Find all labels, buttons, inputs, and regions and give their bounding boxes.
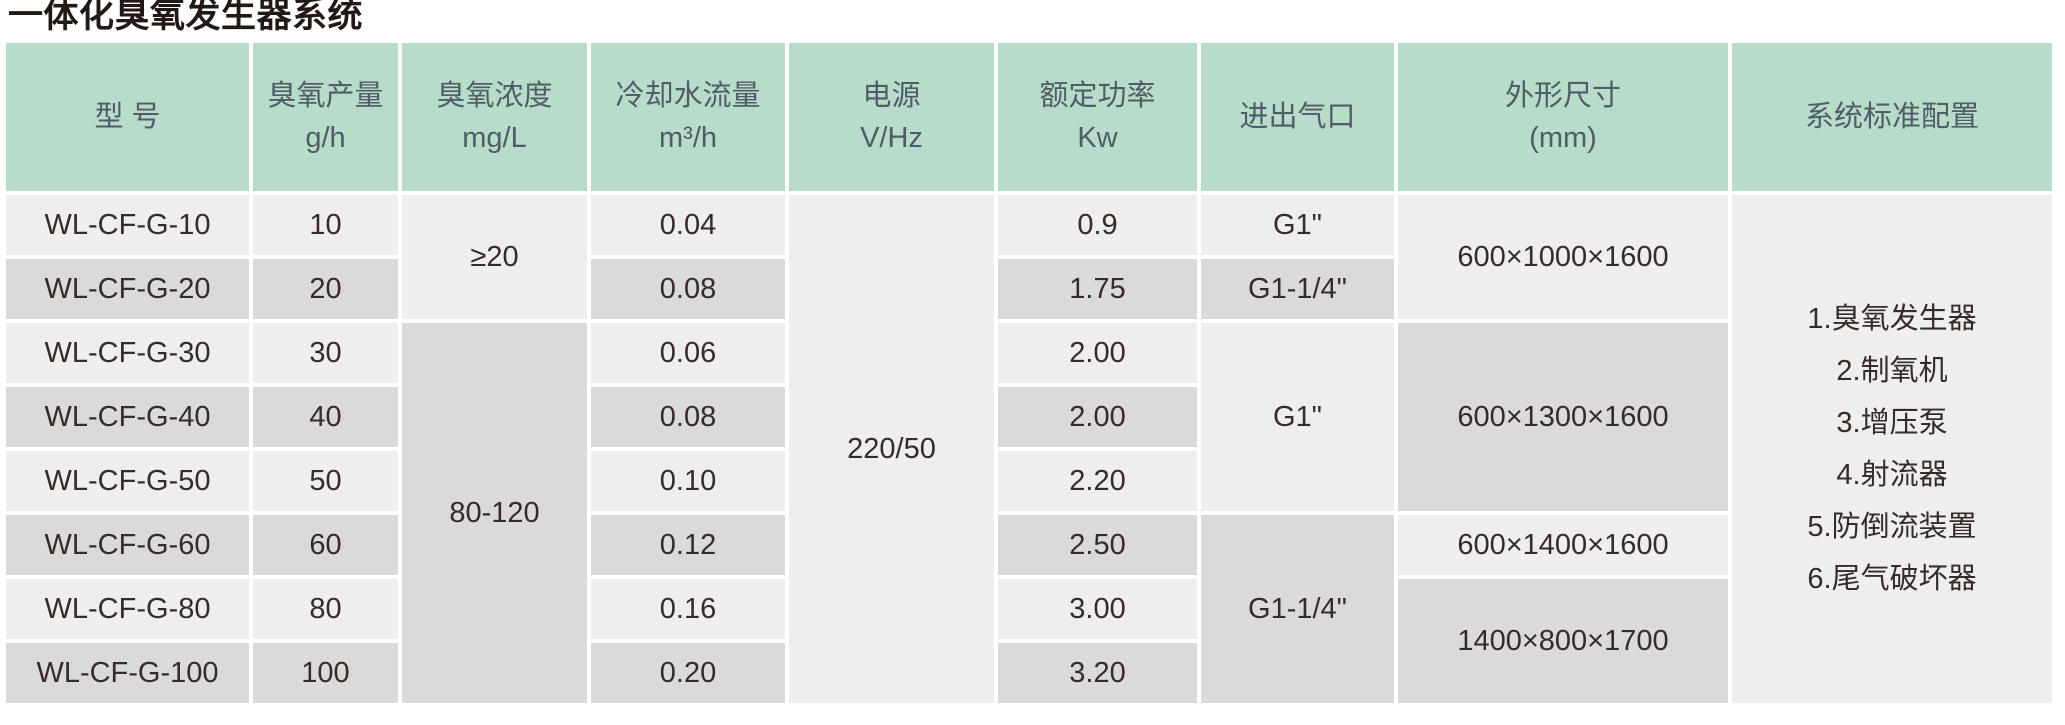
cell-rated-power: 0.9 (998, 195, 1197, 255)
cell-ozone-concentration-merged: ≥20 (402, 195, 587, 319)
table-row: WL-CF-G-30 30 80-120 0.06 2.00 G1" 600×1… (6, 323, 2052, 703)
cell-rated-power: 1.75 (998, 259, 1197, 319)
header-ozone-concentration: 臭氧浓度 mg/L (402, 43, 587, 191)
cell-rated-power: 2.00 (998, 387, 1197, 447)
cell-ozone-output: 80 (253, 579, 398, 639)
config-item: 1.臭氧发生器 (1807, 303, 1977, 335)
cell-cooling-water-flow: 0.04 (591, 195, 785, 255)
cell-model: WL-CF-G-10 (6, 195, 249, 255)
cell-dimensions-merged: 600×1000×1600 (1398, 195, 1728, 319)
cell-rated-power: 3.00 (998, 579, 1197, 639)
table-row: WL-CF-G-10 10 ≥20 0.04 220/50 0.9 G1" 60… (6, 195, 2052, 703)
cell-model: WL-CF-G-30 (6, 323, 249, 383)
cell-model: WL-CF-G-20 (6, 259, 249, 319)
config-item: 6.尾气破坏器 (1807, 563, 1977, 595)
cell-standard-config: 1.臭氧发生器 2.制氧机 3.增压泵 4.射流器 5.防倒流装置 6.尾气破坏… (1732, 195, 2052, 703)
spec-table: 型 号 臭氧产量 g/h 臭氧浓度 mg/L 冷却水流量 m³/h 电源 V/H… (2, 39, 2056, 707)
cell-rated-power: 3.20 (998, 643, 1197, 703)
table-row: WL-CF-G-20 20 0.08 1.75 G1-1/4" (6, 259, 2052, 319)
cell-model: WL-CF-G-100 (6, 643, 249, 703)
cell-dimensions-merged: 600×1300×1600 (1398, 323, 1728, 511)
cell-rated-power: 2.50 (998, 515, 1197, 575)
spec-sheet: 一体化臭氧发生器系统 型 号 臭氧产量 g/h 臭氧浓度 mg/L 冷却水流量 … (2, 0, 2056, 707)
header-gas-port: 进出气口 (1201, 43, 1394, 191)
config-item: 5.防倒流装置 (1807, 511, 1977, 543)
cell-cooling-water-flow: 0.08 (591, 387, 785, 447)
cell-ozone-output: 20 (253, 259, 398, 319)
cell-ozone-output: 60 (253, 515, 398, 575)
cell-gas-port: G1" (1201, 195, 1394, 255)
cell-cooling-water-flow: 0.08 (591, 259, 785, 319)
cell-rated-power: 2.20 (998, 451, 1197, 511)
cell-cooling-water-flow: 0.16 (591, 579, 785, 639)
cell-ozone-output: 10 (253, 195, 398, 255)
cell-gas-port-merged: G1" (1201, 323, 1394, 511)
cell-gas-port-merged: G1-1/4" (1201, 515, 1394, 703)
config-item: 3.增压泵 (1836, 407, 1948, 439)
cell-cooling-water-flow: 0.06 (591, 323, 785, 383)
table-row: WL-CF-G-100 100 0.20 3.20 (6, 643, 2052, 703)
page-title: 一体化臭氧发生器系统 (8, 0, 364, 35)
cell-ozone-output: 40 (253, 387, 398, 447)
header-ozone-output: 臭氧产量 g/h (253, 43, 398, 191)
header-dimensions: 外形尺寸 (mm) (1398, 43, 1728, 191)
config-item: 2.制氧机 (1836, 355, 1948, 387)
cell-model: WL-CF-G-50 (6, 451, 249, 511)
cell-model: WL-CF-G-40 (6, 387, 249, 447)
cell-ozone-output: 30 (253, 323, 398, 383)
cell-rated-power: 2.00 (998, 323, 1197, 383)
cell-dimensions-merged: 1400×800×1700 (1398, 579, 1728, 703)
cell-cooling-water-flow: 0.20 (591, 643, 785, 703)
cell-model: WL-CF-G-60 (6, 515, 249, 575)
table-row: WL-CF-G-60 60 0.12 2.50 G1-1/4" 600×1400… (6, 515, 2052, 703)
cell-power-supply-merged: 220/50 (789, 195, 994, 703)
header-rated-power: 额定功率 Kw (998, 43, 1197, 191)
table-row: WL-CF-G-50 50 0.10 2.20 (6, 451, 2052, 511)
cell-ozone-output: 50 (253, 451, 398, 511)
cell-gas-port: G1-1/4" (1201, 259, 1394, 319)
table-row: WL-CF-G-40 40 0.08 2.00 (6, 387, 2052, 447)
cell-ozone-output: 100 (253, 643, 398, 703)
header-standard-config: 系统标准配置 (1732, 43, 2052, 191)
table-row: WL-CF-G-80 80 0.16 3.00 1400×800×1700 (6, 579, 2052, 703)
cell-model: WL-CF-G-80 (6, 579, 249, 639)
cell-dimensions: 600×1400×1600 (1398, 515, 1728, 575)
header-power-supply: 电源 V/Hz (789, 43, 994, 191)
header-model: 型 号 (6, 43, 249, 191)
cell-ozone-concentration-merged: 80-120 (402, 323, 587, 703)
header-cooling-water-flow: 冷却水流量 m³/h (591, 43, 785, 191)
cell-cooling-water-flow: 0.12 (591, 515, 785, 575)
table-header-row: 型 号 臭氧产量 g/h 臭氧浓度 mg/L 冷却水流量 m³/h 电源 V/H… (6, 43, 2052, 191)
config-item: 4.射流器 (1836, 459, 1948, 491)
cell-cooling-water-flow: 0.10 (591, 451, 785, 511)
